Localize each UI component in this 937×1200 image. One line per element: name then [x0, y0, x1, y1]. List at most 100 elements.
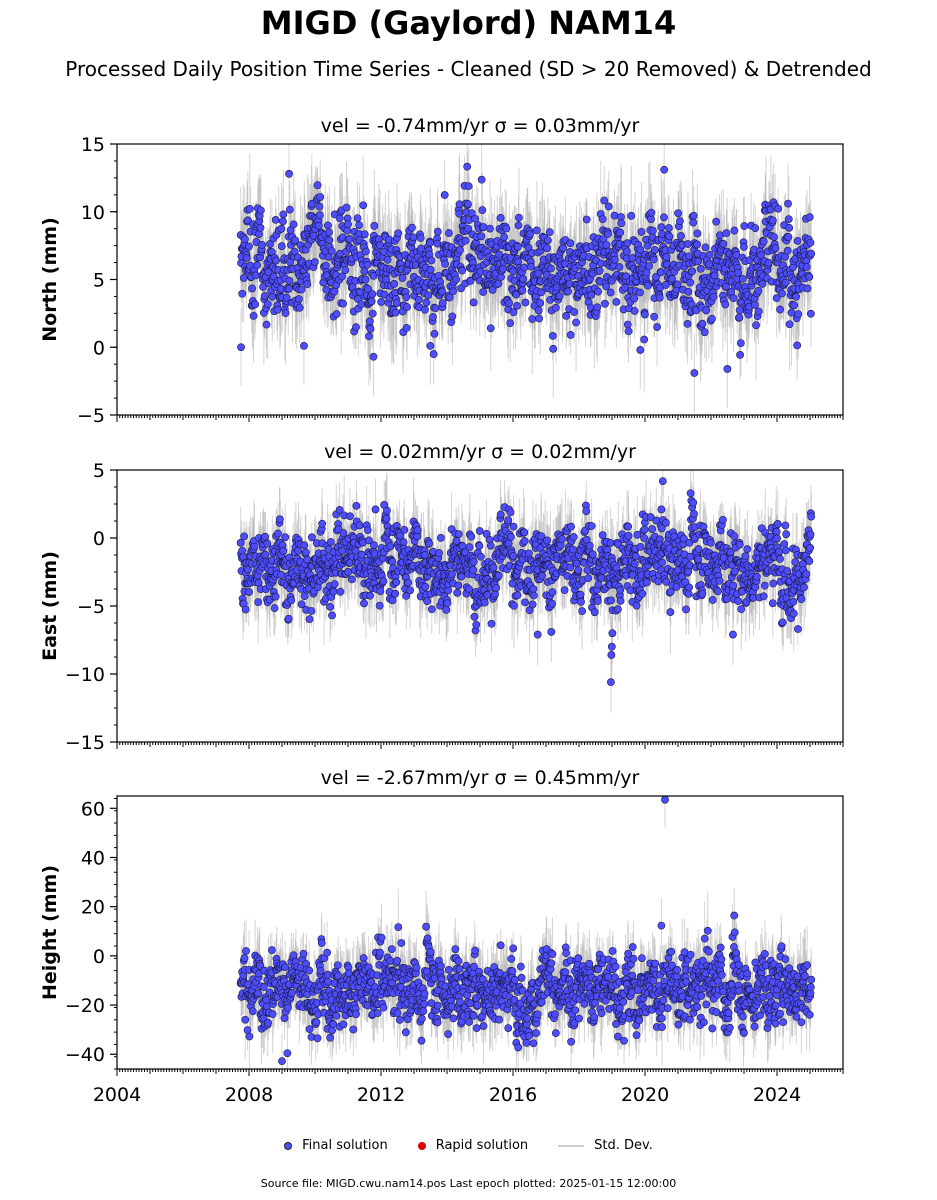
data-point [261, 550, 270, 559]
data-point [241, 605, 250, 614]
data-point [433, 227, 442, 236]
data-point [730, 226, 739, 235]
data-point [615, 263, 624, 271]
data-point [285, 205, 294, 214]
data-point [536, 299, 545, 307]
data-point [790, 301, 799, 310]
data-point [441, 259, 449, 268]
data-point [660, 165, 669, 174]
data-point [464, 224, 473, 233]
data-point [251, 300, 260, 309]
panel-title: vel = -0.74mm/yr σ = 0.03mm/yr [321, 115, 640, 137]
data-point [698, 319, 707, 328]
data-point [719, 240, 728, 248]
data-point [330, 287, 339, 296]
data-point [802, 263, 811, 271]
data-point [604, 202, 613, 211]
data-point [239, 274, 248, 282]
data-point [509, 308, 518, 317]
data-point [240, 235, 249, 244]
data-point [781, 278, 790, 287]
data-point [771, 244, 780, 253]
data-point [759, 237, 768, 246]
data-point [369, 271, 378, 280]
data-point [458, 266, 467, 275]
data-point [604, 230, 612, 238]
data-point [652, 272, 660, 281]
data-point [628, 254, 637, 262]
data-point [640, 335, 649, 344]
data-point [693, 229, 702, 238]
data-point [499, 265, 507, 273]
data-point [289, 220, 298, 229]
data-point [236, 538, 245, 547]
data-point [665, 224, 673, 232]
data-point [327, 247, 336, 255]
data-point [602, 282, 610, 291]
data-point [518, 286, 527, 295]
data-point [479, 223, 488, 231]
data-point [464, 200, 472, 208]
data-point [653, 323, 662, 331]
data-point [610, 211, 619, 220]
data-point [343, 226, 352, 235]
data-point [778, 289, 786, 298]
data-point [359, 201, 368, 210]
data-point [520, 263, 529, 272]
data-point [641, 310, 649, 319]
data-point [623, 320, 632, 329]
data-point [486, 324, 495, 333]
data-point [805, 273, 814, 281]
data-point [445, 293, 454, 302]
data-point [429, 313, 437, 321]
data-point [535, 314, 544, 323]
data-point [617, 219, 626, 228]
data-point [402, 293, 411, 302]
data-point [277, 570, 285, 579]
data-point [338, 272, 346, 281]
data-point [315, 211, 324, 220]
data-point [595, 266, 604, 275]
data-point [279, 546, 288, 555]
data-point [315, 202, 324, 211]
data-point [285, 284, 293, 293]
data-point [249, 311, 258, 320]
data-point [452, 275, 461, 284]
y-tick-label: 0 [93, 337, 105, 359]
data-point [661, 281, 670, 289]
data-point [602, 241, 611, 249]
data-point [627, 211, 636, 220]
data-point [297, 600, 306, 609]
data-point [263, 539, 272, 548]
data-point [469, 298, 478, 307]
data-point [426, 238, 435, 247]
data-point [710, 271, 719, 280]
data-point [751, 224, 760, 233]
data-point [409, 233, 418, 242]
data-point [543, 244, 551, 253]
data-point [464, 182, 473, 190]
data-point [739, 242, 748, 251]
data-point [390, 280, 398, 288]
data-point [657, 268, 665, 277]
figure-title: MIGD (Gaylord) NAM14 [260, 4, 677, 42]
data-point [314, 221, 323, 230]
data-point [438, 299, 447, 308]
y-tick-label: 10 [81, 202, 105, 224]
data-point [551, 303, 560, 312]
data-point [564, 287, 572, 296]
data-point [268, 292, 277, 301]
data-point [643, 241, 652, 250]
data-point [417, 244, 426, 253]
data-point [723, 365, 732, 373]
data-point [463, 162, 472, 171]
data-point [684, 287, 693, 296]
data-point [353, 214, 362, 223]
data-point [440, 191, 449, 199]
data-point [364, 285, 373, 294]
data-point [362, 247, 370, 256]
data-point [448, 312, 457, 321]
data-point [562, 311, 571, 320]
data-point [361, 275, 370, 284]
